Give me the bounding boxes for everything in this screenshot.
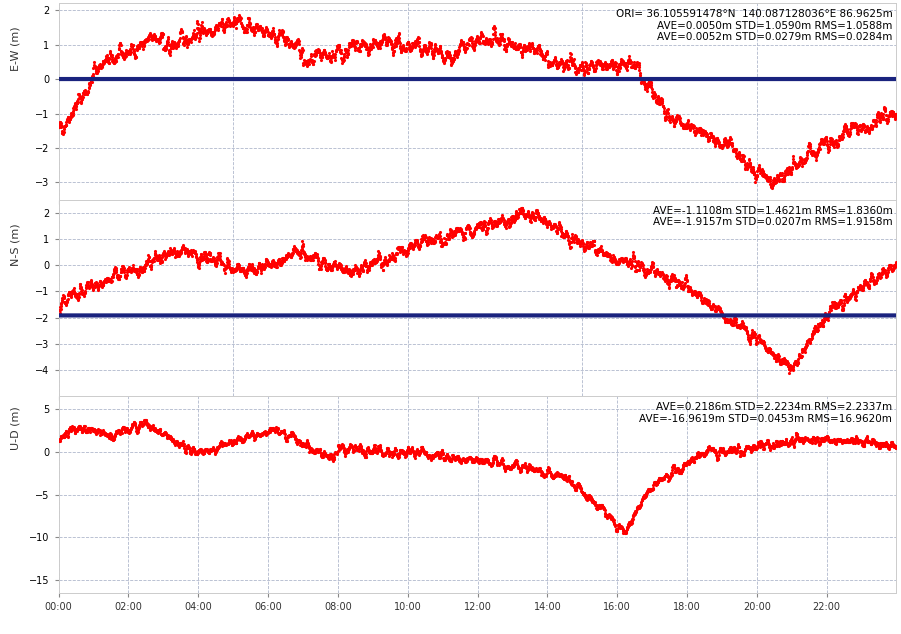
Y-axis label: U-D (m): U-D (m) bbox=[11, 406, 21, 450]
Text: AVE=0.2186m STD=2.2234m RMS=2.2337m
    AVE=-16.9619m STD=0.0453m RMS=16.9620m: AVE=0.2186m STD=2.2234m RMS=2.2337m AVE=… bbox=[626, 402, 892, 424]
Y-axis label: E-W (m): E-W (m) bbox=[11, 27, 21, 72]
Y-axis label: N-S (m): N-S (m) bbox=[11, 223, 21, 266]
Text: AVE=-1.1108m STD=1.4621m RMS=1.8360m
    AVE=-1.9157m STD=0.0207m RMS=1.9158m: AVE=-1.1108m STD=1.4621m RMS=1.8360m AVE… bbox=[640, 205, 892, 227]
Text: ORI= 36.105591478°N  140.087128036°E 86.9625m
    AVE=0.0050m STD=1.0590m RMS=1.: ORI= 36.105591478°N 140.087128036°E 86.9… bbox=[615, 9, 892, 42]
